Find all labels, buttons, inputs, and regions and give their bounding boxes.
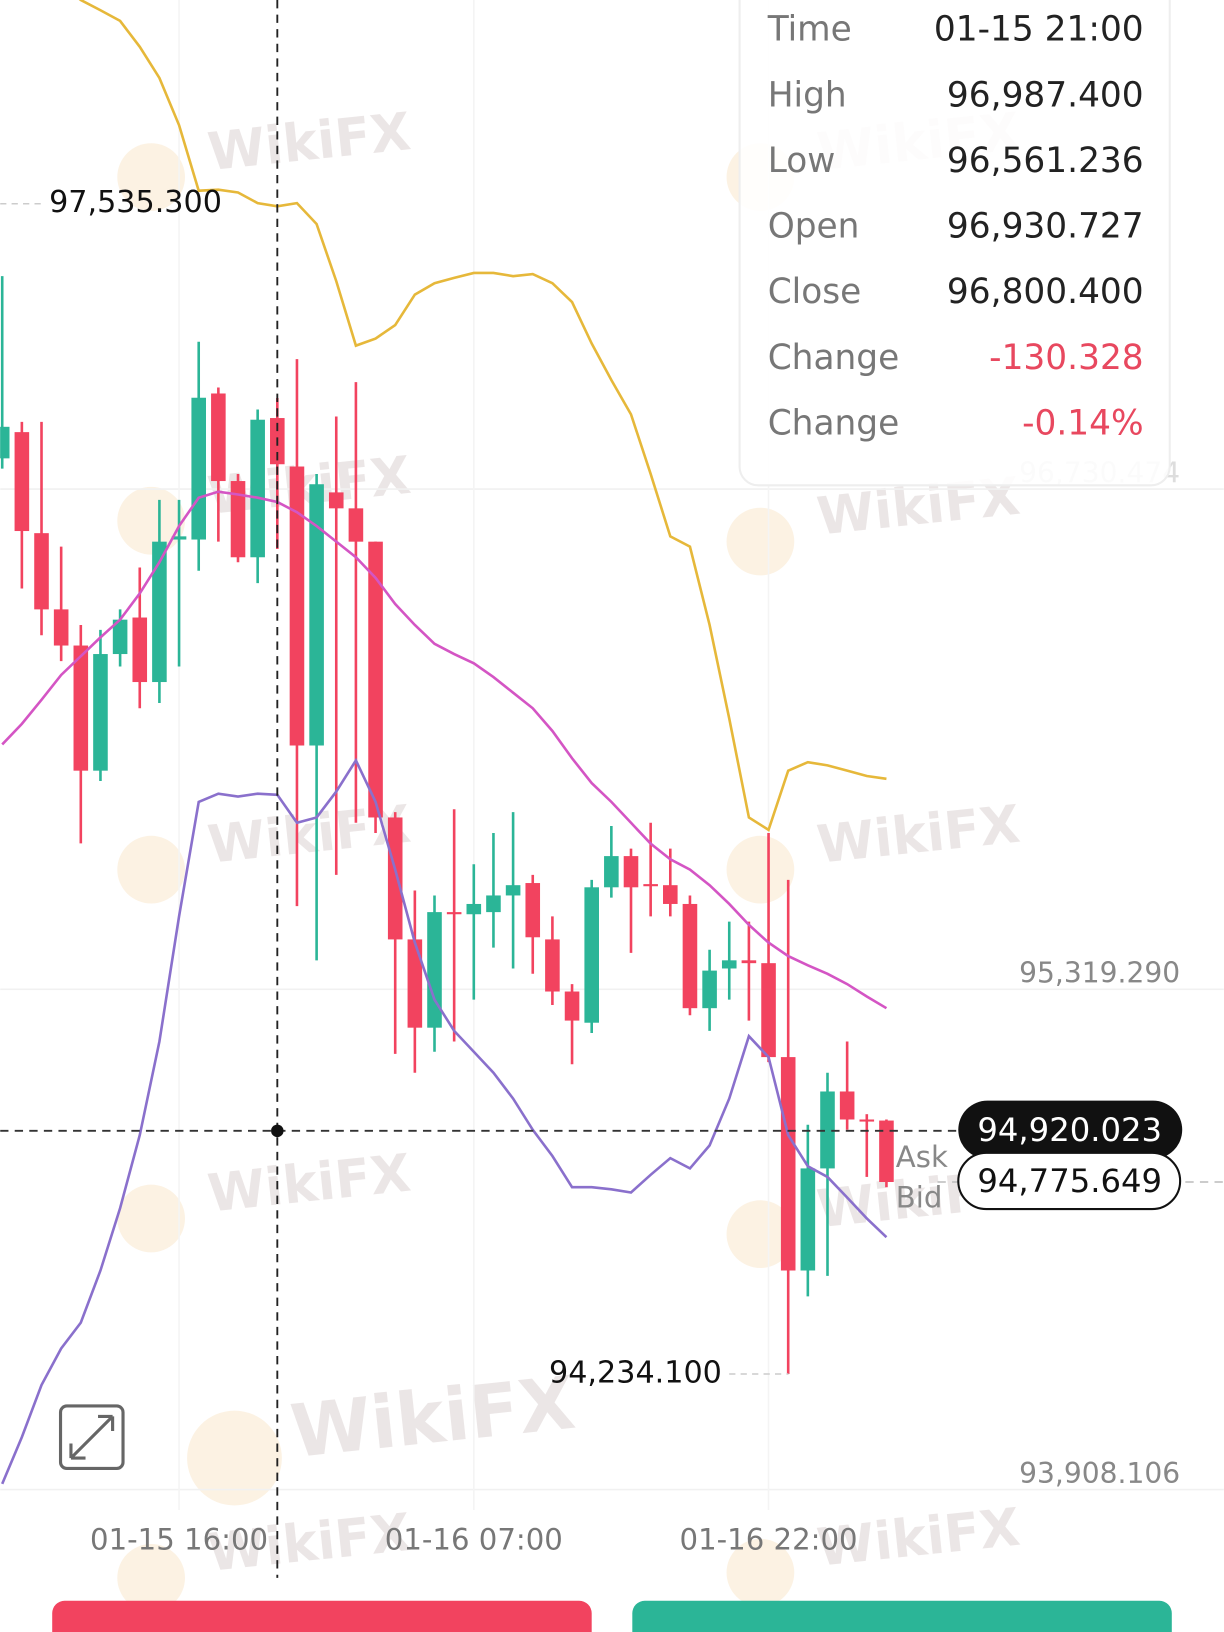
- tooltip-label: Close: [768, 272, 862, 312]
- watermark-logo: [117, 143, 185, 211]
- candle-body: [820, 1091, 835, 1169]
- candle-body: [780, 1057, 796, 1271]
- candle-body: [643, 884, 658, 887]
- candle-body: [171, 536, 187, 540]
- candle-body: [486, 895, 501, 913]
- candle-body: [328, 492, 344, 509]
- y-tick-label: 93,908.106: [1019, 1457, 1180, 1490]
- expand-icon-arrows: [69, 1414, 115, 1460]
- candle-body: [368, 541, 383, 818]
- tooltip-value: 96,987.400: [947, 75, 1144, 115]
- tooltip-value: 01-15 21:00: [934, 10, 1144, 50]
- tooltip-value: 96,800.400: [947, 272, 1144, 312]
- watermark-logo: [726, 507, 795, 576]
- candle-body: [545, 939, 560, 992]
- x-tick-label: 01-16 07:00: [385, 1522, 563, 1556]
- high-label: 97,535.300: [49, 185, 222, 220]
- buy-button[interactable]: [632, 1600, 1172, 1632]
- candle-body: [191, 397, 206, 540]
- watermark: WikiFX: [205, 102, 414, 183]
- tooltip-label: High: [768, 75, 847, 115]
- tooltip-value: 96,561.236: [947, 141, 1144, 181]
- candle-body: [152, 541, 167, 683]
- candle-body: [584, 887, 599, 1023]
- indicator-line: [1, 757, 888, 1485]
- x-tick-label: 01-15 16:00: [90, 1522, 268, 1556]
- watermark: WikiFX: [814, 795, 1023, 876]
- ask-label: Ask: [896, 1140, 948, 1174]
- candle-body: [623, 856, 639, 888]
- watermark-logo: [187, 1410, 282, 1506]
- watermark-logo: [117, 835, 185, 904]
- candle-body: [604, 856, 619, 888]
- candle-body: [93, 654, 108, 771]
- indicator-line: [78, 0, 887, 832]
- tooltip-label: Time: [767, 10, 852, 50]
- sell-button[interactable]: [52, 1600, 592, 1632]
- candle-body: [564, 991, 580, 1021]
- indicator-line: [1, 490, 888, 1010]
- watermark-logo: [726, 1200, 795, 1269]
- candle-body: [230, 481, 246, 558]
- bid-label: Bid: [896, 1181, 943, 1215]
- candle-body: [407, 939, 423, 1028]
- ask-price: 94,920.023: [977, 1111, 1162, 1149]
- candle-body: [761, 963, 776, 1058]
- candle-body: [289, 466, 305, 746]
- ask-tag: [958, 1100, 1183, 1159]
- x-tick-label: 01-16 22:00: [680, 1522, 858, 1556]
- tooltip-value: -130.328: [989, 338, 1143, 378]
- overlay: 96,730.47495,319.29093,908.10694,920.023…: [49, 0, 1183, 1578]
- candle-body: [682, 903, 698, 1009]
- candle-body: [879, 1120, 894, 1183]
- candle-body: [663, 885, 678, 904]
- watermark-logo: [117, 1543, 185, 1612]
- candle-body: [859, 1119, 875, 1122]
- candle-body: [702, 970, 717, 1009]
- candle-body: [0, 426, 10, 459]
- candle-body: [34, 533, 49, 610]
- bid-price: 94,775.649: [977, 1162, 1162, 1200]
- crosshair-dot: [271, 1124, 284, 1138]
- tooltip-value: -0.14%: [1022, 403, 1144, 443]
- low-label: 94,234.100: [549, 1355, 722, 1390]
- candle-body: [211, 393, 226, 482]
- candle-body: [525, 883, 541, 938]
- candle-body: [73, 645, 89, 771]
- candle-body: [14, 432, 30, 532]
- candle-body: [466, 903, 482, 915]
- tooltip-label: Change: [768, 403, 900, 443]
- candle-body: [112, 619, 128, 655]
- candle-body: [446, 912, 462, 915]
- tooltip-label: Low: [768, 141, 836, 181]
- tooltip-label: Open: [768, 207, 860, 247]
- watermark-logo: [117, 1184, 185, 1253]
- candle-body: [348, 508, 364, 542]
- expand-button[interactable]: [58, 1404, 125, 1471]
- candle-body: [721, 960, 737, 969]
- bid-tag: [957, 1151, 1182, 1211]
- candle-body: [505, 885, 521, 896]
- watermark-logo: [726, 835, 795, 904]
- candle-body: [839, 1091, 855, 1120]
- candle-body: [132, 617, 148, 683]
- tooltip-label: Change: [768, 338, 900, 378]
- tooltip-value: 96,930.727: [947, 207, 1144, 247]
- candle-body: [741, 960, 757, 964]
- y-tick-label: 95,319.290: [1019, 957, 1180, 990]
- candle-body: [427, 912, 442, 1028]
- watermark: WikiFX: [287, 1361, 579, 1475]
- candle-body: [309, 484, 324, 746]
- candle-body: [800, 1168, 816, 1271]
- watermark: WikiFX: [205, 1144, 414, 1225]
- plot-area: [0, 0, 1224, 1511]
- watermark-logo: [117, 486, 185, 555]
- candle-body: [53, 609, 69, 646]
- candle-body: [250, 419, 265, 558]
- expand-icon-frame: [58, 1404, 125, 1471]
- candle-body: [387, 817, 403, 940]
- watermark-logo: [726, 1538, 795, 1607]
- tooltip-box: [738, 0, 1171, 487]
